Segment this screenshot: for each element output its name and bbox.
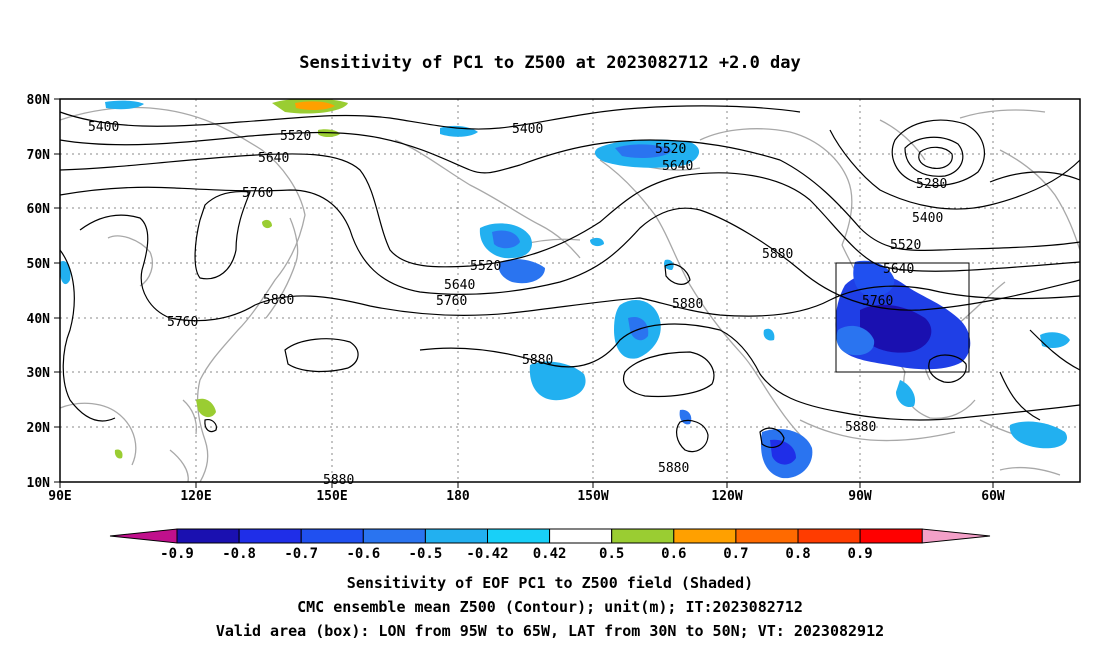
contour-labels: 5400 5520 5640 5760 5400 5520 5640 5280 … (88, 120, 947, 488)
colorbar: -0.9 -0.8 -0.7 -0.6 -0.5 -0.42 0.42 0.5 0.6 0.7 0.… (109, 528, 991, 562)
map-frame (59, 98, 1081, 483)
contour-label: 5400 (912, 211, 943, 226)
lat-label: 60N (27, 202, 51, 217)
contour-label: 5400 (512, 122, 543, 137)
contour-label: 5880 (522, 353, 553, 368)
colorbar-swatch (735, 528, 799, 544)
colorbar-swatch (362, 528, 426, 544)
lat-label: 70N (27, 148, 51, 163)
colorbar-swatch (238, 528, 302, 544)
lon-label: 150W (577, 489, 608, 504)
caption-line-1: Sensitivity of EOF PC1 to Z500 field (Sh… (346, 574, 754, 592)
valid-area-box (835, 262, 970, 373)
contour-label: 5520 (655, 142, 686, 157)
contour-label: 5760 (862, 294, 893, 309)
colorbar-tick-label: -0.9 (160, 546, 194, 562)
contour-label: 5880 (658, 461, 689, 476)
colorbar-tick-label: 0.7 (723, 546, 748, 562)
colorbar-tick-label: -0.5 (409, 546, 443, 562)
colorbar-swatch (487, 528, 551, 544)
colorbar-tick-label: -0.8 (222, 546, 256, 562)
sensitivity-shading (60, 98, 1070, 479)
longitude-labels: 90E 120E 150E 180 150W 120W 90W 60W (48, 489, 1005, 504)
contour-label: 5520 (280, 129, 311, 144)
contour-label: 5400 (88, 120, 119, 135)
caption-line-3: Valid area (box): LON from 95W to 65W, L… (215, 622, 885, 640)
lon-label: 90W (848, 489, 872, 504)
contour-label: 5640 (444, 278, 475, 293)
colorbar-tick-label: 0.42 (533, 546, 567, 562)
contour-label: 5520 (890, 238, 921, 253)
caption-line-2: CMC ensemble mean Z500 (Contour); unit(m… (297, 598, 803, 616)
contour-label: 5640 (258, 151, 289, 166)
lon-label: 120E (180, 489, 211, 504)
colorbar-low-triangle (109, 528, 178, 544)
colorbar-swatch (673, 528, 737, 544)
latitude-labels: 80N 70N 60N 50N 40N 30N 20N 10N (27, 93, 51, 491)
contour-label: 5520 (470, 259, 501, 274)
colorbar-swatch (859, 528, 923, 544)
map-title: Sensitivity of PC1 to Z500 at 2023082712… (299, 53, 801, 73)
contour-label: 5880 (263, 293, 294, 308)
contour-label: 5640 (662, 159, 693, 174)
contour-label: 5760 (242, 186, 273, 201)
colorbar-tick-label: 0.9 (847, 546, 872, 562)
lat-label: 40N (27, 312, 51, 327)
lat-label: 20N (27, 421, 51, 436)
colorbar-high-triangle (921, 528, 991, 544)
contour-label: 5880 (323, 473, 354, 488)
lat-label: 50N (27, 257, 51, 272)
contour-label: 5880 (672, 297, 703, 312)
lat-label: 80N (27, 93, 51, 108)
contour-label: 5640 (883, 262, 914, 277)
colorbar-swatch (300, 528, 364, 544)
lon-label: 150E (316, 489, 347, 504)
lon-label: 120W (711, 489, 742, 504)
contour-label: 5880 (762, 247, 793, 262)
lat-label: 30N (27, 366, 51, 381)
contour-label: 5280 (916, 177, 947, 192)
colorbar-tick-label: -0.7 (284, 546, 318, 562)
lon-label: 60W (981, 489, 1005, 504)
contour-label: 5880 (845, 420, 876, 435)
colorbar-tick-label: 0.6 (661, 546, 686, 562)
colorbar-tick-label: -0.6 (346, 546, 380, 562)
contour-label: 5760 (436, 294, 467, 309)
colorbar-swatch (176, 528, 240, 544)
axis-ticks (54, 98, 994, 488)
colorbar-tick-label: 0.8 (785, 546, 810, 562)
contour-label: 5760 (167, 315, 198, 330)
colorbar-tick-label: 0.5 (599, 546, 624, 562)
colorbar-swatch (611, 528, 675, 544)
lon-label: 90E (48, 489, 71, 504)
lon-label: 180 (446, 489, 470, 504)
colorbar-swatch (424, 528, 488, 544)
colorbar-swatch (549, 528, 613, 544)
lat-label: 10N (27, 476, 51, 491)
colorbar-tick-label: -0.42 (466, 546, 508, 562)
map-panel: 5400 5520 5640 5760 5400 5520 5640 5280 … (27, 93, 1081, 504)
colorbar-swatch (797, 528, 861, 544)
z500-contours (59, 105, 1081, 453)
